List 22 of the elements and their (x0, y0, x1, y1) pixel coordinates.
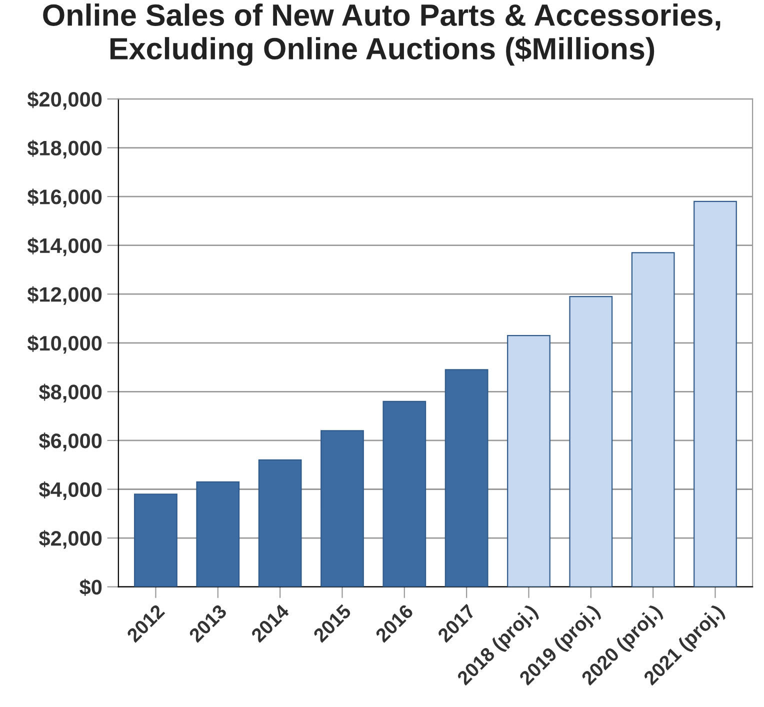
y-tick-label: $18,000 (27, 140, 102, 159)
chart-title: Online Sales of New Auto Parts & Accessories, Excluding Online Auctions ($Millions) (43, 4, 720, 66)
bar (444, 369, 488, 587)
y-tick-label: $16,000 (27, 188, 102, 208)
bar (631, 252, 675, 587)
bar (134, 494, 178, 587)
y-tick-label: $8,000 (39, 384, 102, 402)
bar (694, 200, 737, 587)
y-tick-label: $0 (80, 578, 102, 596)
bar (320, 430, 364, 587)
bar (507, 335, 550, 587)
bar (258, 459, 302, 587)
y-tick-label: $2,000 (39, 530, 102, 549)
y-tick-label: $6,000 (39, 432, 102, 452)
y-tick-label: $10,000 (27, 334, 102, 354)
bar (569, 296, 613, 587)
bar (382, 400, 426, 587)
y-tick-label: $14,000 (27, 237, 102, 256)
y-tick-label: $20,000 (27, 91, 102, 110)
y-tick-label: $12,000 (27, 286, 102, 305)
y-tick-label: $4,000 (39, 481, 102, 500)
bar (196, 481, 240, 587)
